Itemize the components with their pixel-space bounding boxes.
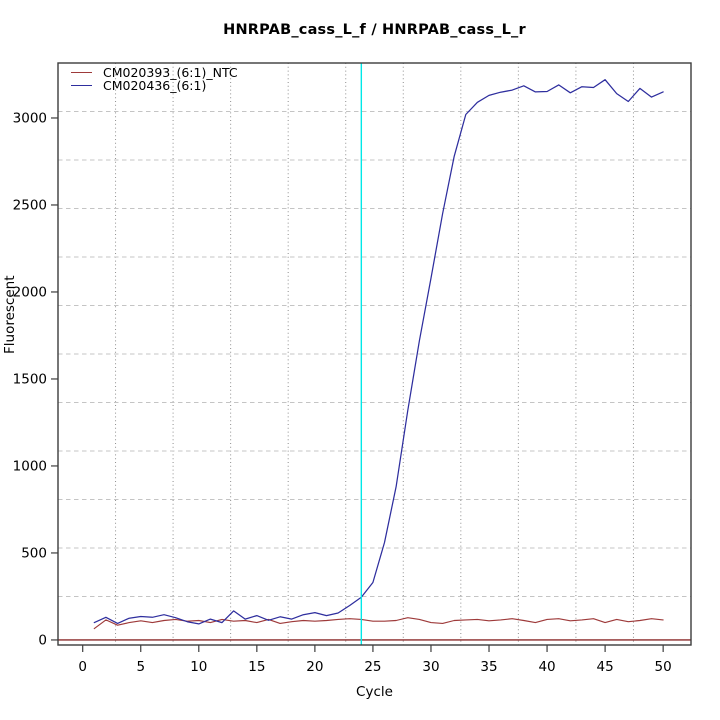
y-tick-label: 1000: [13, 458, 47, 474]
y-tick-label: 3000: [13, 110, 47, 126]
legend-line: [71, 85, 92, 86]
series-line-0: [93, 617, 664, 630]
x-tick-label: 5: [136, 659, 145, 675]
x-tick-label: 50: [655, 659, 672, 675]
y-tick-label: 2000: [13, 284, 47, 300]
legend-label: CM020436_(6:1): [103, 78, 207, 93]
y-tick-label: 1500: [13, 371, 47, 387]
y-tick-label: 2500: [13, 197, 47, 213]
plot-box: [57, 62, 692, 646]
x-axis-label: Cycle: [356, 684, 393, 700]
x-tick-label: 10: [190, 659, 207, 675]
x-tick-label: 25: [364, 659, 381, 675]
legend-label: CM020393_(6:1)_NTC: [103, 65, 238, 80]
y-tick-label: 0: [38, 632, 47, 648]
x-tick-label: 40: [538, 659, 555, 675]
x-tick-label: 15: [248, 659, 265, 675]
legend-entry: CM020436_(6:1): [71, 79, 238, 92]
x-tick-label: 45: [597, 659, 614, 675]
x-tick-label: 0: [78, 659, 87, 675]
x-tick-label: 35: [480, 659, 497, 675]
series-line-1: [93, 79, 664, 625]
legend-entry: CM020393_(6:1)_NTC: [71, 66, 238, 79]
x-tick-label: 20: [306, 659, 323, 675]
legend: CM020393_(6:1)_NTC CM020436_(6:1): [71, 66, 238, 92]
y-tick-label: 500: [21, 545, 47, 561]
chart-title: HNRPAB_cass_L_f / HNRPAB_cass_L_r: [223, 22, 526, 38]
legend-line: [71, 72, 92, 73]
x-tick-label: 30: [422, 659, 439, 675]
y-axis-label: Fluorescent: [2, 275, 18, 355]
